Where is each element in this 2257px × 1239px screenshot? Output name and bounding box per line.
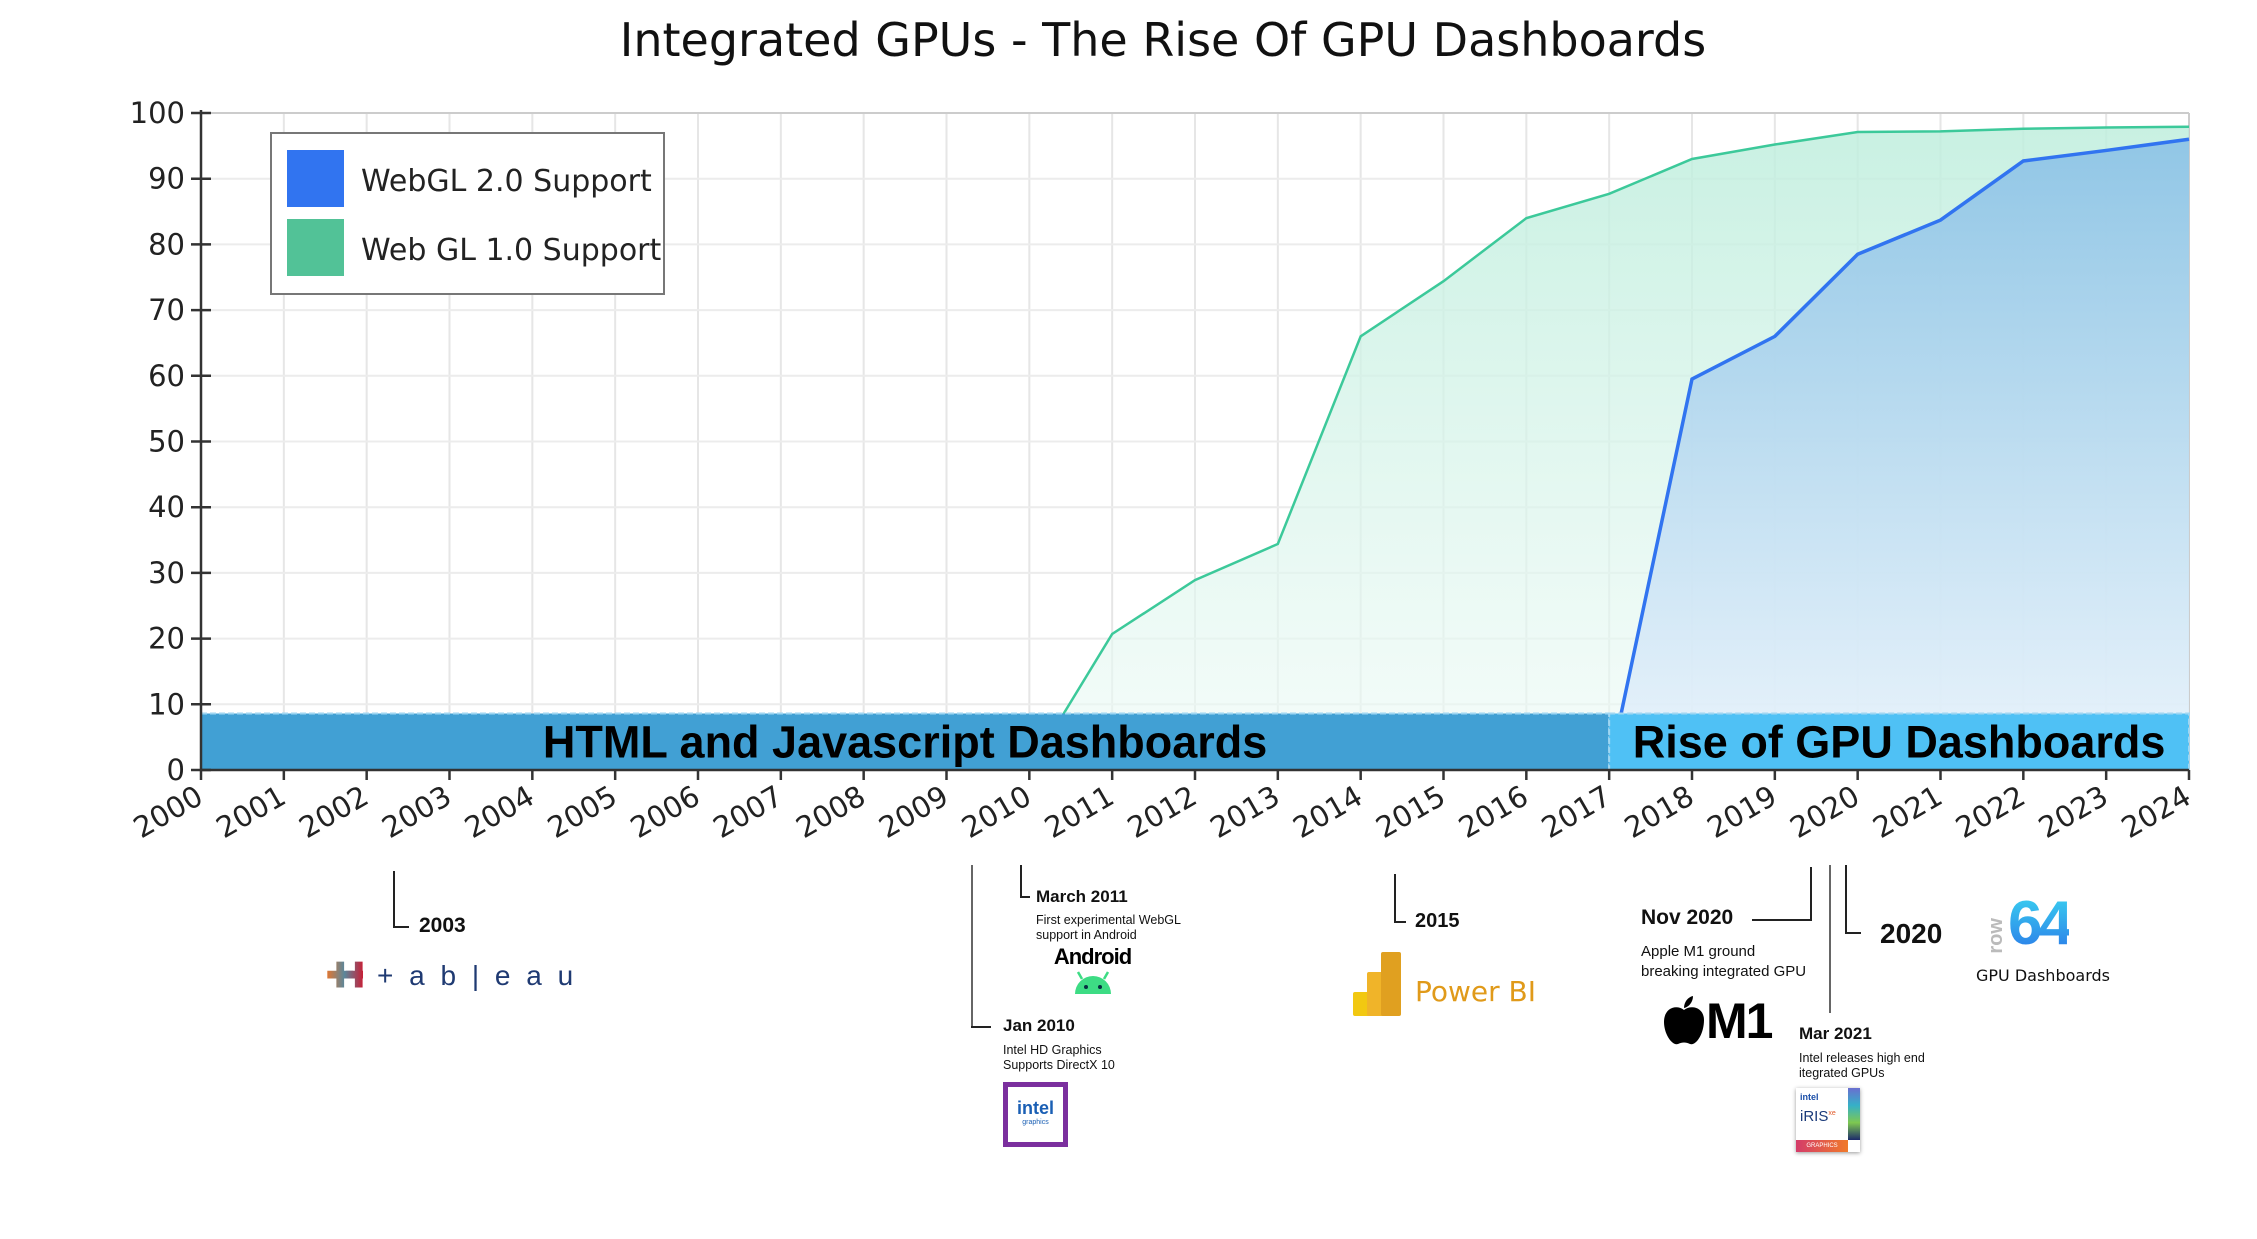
apple-icon [1664, 996, 1704, 1045]
x-tick-label: 2014 [1287, 779, 1368, 845]
x-tick-label: 2003 [376, 779, 457, 845]
x-tick-label: 2001 [210, 779, 291, 845]
chart-title: Integrated GPUs - The Rise Of GPU Dashbo… [620, 13, 1706, 67]
band-1 [1608, 712, 2190, 771]
x-tick-label: 2024 [2116, 779, 2197, 845]
x-tick-label: 2006 [625, 779, 706, 845]
connector-line [393, 871, 395, 927]
annotation-desc: Apple M1 ground breaking integrated GPU [1641, 943, 1807, 980]
y-tick-label: 20 [148, 622, 185, 656]
powerbi-bars-icon [1353, 952, 1401, 1016]
connector-line [1845, 932, 1861, 934]
x-tick-label: 2007 [707, 779, 788, 845]
connector-line [1810, 867, 1812, 921]
y-tick-label: 50 [148, 425, 185, 459]
powerbi-logo: Power BI [1353, 952, 1536, 1016]
x-tick-label: 2016 [1453, 779, 1534, 845]
x-tick-label: 2019 [1701, 779, 1782, 845]
x-tick-label: 2010 [956, 779, 1037, 845]
legend-label-webgl2: WebGL 2.0 Support [361, 164, 652, 199]
intel-iris-logo: GRAPHICS intel iRISxe [1796, 1088, 1860, 1152]
x-tick-label: 2013 [1204, 779, 1285, 845]
x-tick-label: 2009 [873, 779, 954, 845]
annotation-date: Jan 2010 [1003, 1016, 1075, 1035]
annotation-desc: Intel releases high end itegrated GPUs [1799, 1051, 1925, 1080]
connector-line [1845, 865, 1847, 933]
x-tick-label: 2008 [790, 779, 871, 845]
legend-label-webgl1: Web GL 1.0 Support [361, 233, 662, 268]
tableau-logo: ✚✚ + a b | e a u [326, 957, 578, 995]
annotation-date: March 2011 [1036, 887, 1128, 906]
y-tick-label: 40 [148, 490, 185, 524]
y-tick-label: 0 [167, 753, 185, 787]
x-tick-label: 2012 [1122, 779, 1203, 845]
connector-line [393, 926, 409, 928]
connector-line [971, 1026, 991, 1028]
annotation-date: Nov 2020 [1641, 906, 1734, 929]
connector-line [1394, 921, 1406, 923]
y-tick-label: 100 [130, 96, 185, 130]
series-areas [1028, 125, 2190, 771]
x-tick-label: 2021 [1867, 779, 1948, 845]
x-tick-label: 2015 [1370, 779, 1451, 845]
x-tick-label: 2020 [1784, 779, 1865, 845]
annotation-desc: First experimental WebGL support in Andr… [1036, 913, 1181, 942]
connector-line [1752, 919, 1812, 921]
y-tick-label: 90 [148, 162, 185, 196]
area-webgl2 [1609, 139, 2189, 770]
intel-graphics-logo: intel graphics [1003, 1082, 1068, 1147]
y-tick-label: 60 [148, 359, 185, 393]
bands: HTML and Javascript Dashboards Rise of GP… [200, 712, 2190, 771]
tableau-cross-icon: ✚✚ [326, 957, 373, 995]
x-tick-label: 2000 [128, 779, 209, 845]
y-tick-label: 80 [148, 227, 185, 261]
x-tick-label: 2011 [1039, 779, 1120, 845]
annotation-date: Mar 2021 [1799, 1024, 1872, 1043]
android-logo: Android [1050, 944, 1135, 1001]
y-tick-label: 30 [148, 556, 185, 590]
x-tick-label: 2017 [1536, 779, 1617, 845]
x-tick-label: 2022 [1950, 779, 2031, 845]
apple-m1-logo: M1 [1662, 992, 1773, 1050]
x-tick-label: 2002 [293, 779, 374, 845]
x-tick-label: 2023 [2033, 779, 2114, 845]
annotation-date: 2015 [1415, 910, 1460, 932]
legend-swatch-webgl1 [287, 219, 344, 276]
y-tick-label: 70 [148, 293, 185, 327]
row64-caption: GPU Dashboards [1976, 966, 2110, 985]
legend-swatch-webgl2 [287, 150, 344, 207]
x-tick-label: 2018 [1619, 779, 1700, 845]
legend: WebGL 2.0 Support Web GL 1.0 Support [270, 132, 665, 295]
android-robot-icon [1074, 971, 1111, 994]
connector-line [971, 865, 973, 1027]
annotation-date: 2020 [1880, 918, 1943, 949]
band-label: Rise of GPU Dashboards [1633, 717, 2166, 768]
x-tick-label: 2005 [542, 779, 623, 845]
connector-line [1829, 865, 1831, 1013]
connector-line [1020, 896, 1030, 898]
connector-line [1394, 874, 1396, 922]
connector-line [1020, 865, 1022, 897]
y-tick-label: 10 [148, 687, 185, 721]
row64-logo: row 64 [1985, 889, 2073, 958]
annotation-date: 2003 [419, 914, 466, 937]
line-webgl2 [1607, 137, 2190, 771]
band-label: HTML and Javascript Dashboards [543, 717, 1267, 768]
x-tick-label: 2004 [459, 779, 540, 845]
annotation-desc: Intel HD Graphics Supports DirectX 10 [1003, 1043, 1115, 1072]
